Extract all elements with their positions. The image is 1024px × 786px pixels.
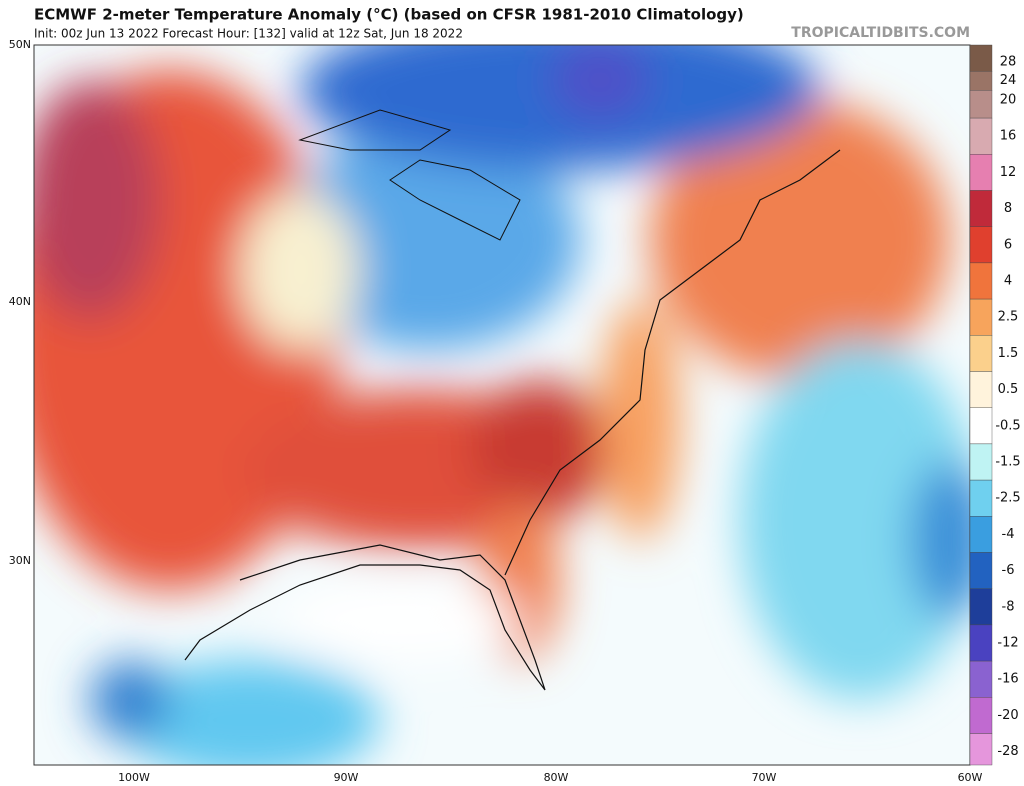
map-field <box>34 45 970 765</box>
colorbar-label: -0.5 <box>995 418 1020 433</box>
colorbar-swatch <box>969 588 993 626</box>
colorbar-label: -16 <box>997 672 1018 687</box>
colorbar-label: 6 <box>1004 237 1012 252</box>
lon-label: 100W <box>118 771 150 784</box>
colorbar-label: -12 <box>997 636 1018 651</box>
colorbar-swatch <box>969 335 993 372</box>
colorbar-swatch <box>969 660 993 698</box>
colorbar-label: 28 <box>1000 55 1017 70</box>
colorbar-swatch <box>969 154 993 191</box>
colorbar-swatch <box>969 479 993 517</box>
colorbar-swatch <box>969 624 993 662</box>
colorbar-swatch <box>969 262 993 300</box>
brand: TROPICALTIDBITS.COM <box>791 25 970 41</box>
lon-label: 90W <box>334 771 359 784</box>
colorbar-label: -8 <box>1002 599 1015 614</box>
colorbar-swatch <box>969 443 993 481</box>
colorbar-swatch <box>969 71 993 91</box>
colorbar-label: 24 <box>1000 73 1017 88</box>
lat-label: 40N <box>9 295 31 308</box>
colorbar-swatch <box>969 117 993 155</box>
colorbar-swatch <box>969 733 993 766</box>
colorbar-label: 2.5 <box>998 310 1019 325</box>
colorbar-label: 12 <box>1000 165 1017 180</box>
title: ECMWF 2-meter Temperature Anomaly (°C) (… <box>34 6 744 24</box>
subtitle: Init: 00z Jun 13 2022 Forecast Hour: [13… <box>34 27 463 41</box>
colorbar-label: -6 <box>1002 563 1015 578</box>
colorbar-label: 16 <box>1000 129 1017 144</box>
colorbar-label: 4 <box>1004 274 1012 289</box>
colorbar-swatch <box>969 697 993 734</box>
colorbar-label: -28 <box>997 744 1018 759</box>
colorbar-swatch <box>969 190 993 227</box>
colorbar-swatch <box>969 371 993 408</box>
colorbar-label: 0.5 <box>998 382 1019 397</box>
colorbar-label: -4 <box>1002 527 1015 542</box>
colorbar-swatch <box>969 298 993 336</box>
lon-label: 70W <box>752 771 777 784</box>
lon-label: 60W <box>958 771 983 784</box>
colorbar-swatch <box>969 407 993 445</box>
colorbar-label: 8 <box>1004 201 1012 216</box>
colorbar-swatch <box>969 516 993 553</box>
colorbar-swatch <box>969 44 993 72</box>
lat-label: 30N <box>9 554 31 567</box>
colorbar-label: 20 <box>1000 93 1017 108</box>
lon-label: 80W <box>544 771 569 784</box>
colorbar-swatch <box>969 226 993 264</box>
colorbar-label: -20 <box>997 708 1018 723</box>
colorbar-swatch <box>969 552 993 589</box>
colorbar-label: 1.5 <box>998 346 1019 361</box>
colorbar-label: -1.5 <box>995 455 1020 470</box>
colorbar-swatch <box>969 90 993 119</box>
lat-label: 50N <box>9 38 31 51</box>
colorbar-label: -2.5 <box>995 491 1020 506</box>
